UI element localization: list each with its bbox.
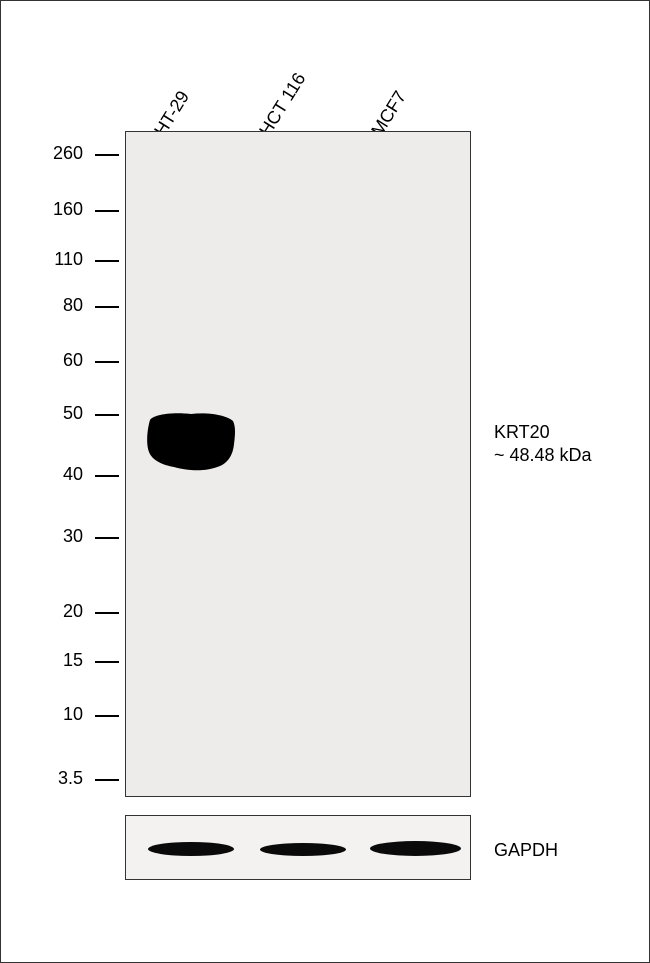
mw-tick-160 [95,210,119,212]
mw-tick-60 [95,361,119,363]
blot-gapdh [125,815,471,880]
mw-label-30: 30 [43,526,83,547]
mw-tick-30 [95,537,119,539]
gapdh-band-1 [147,841,235,857]
mw-label-10: 10 [43,704,83,725]
gapdh-label: GAPDH [494,839,558,862]
gapdh-band-2 [259,842,347,857]
mw-tick-15 [95,661,119,663]
mw-tick-20 [95,612,119,614]
mw-tick-80 [95,306,119,308]
mw-tick-260 [95,154,119,156]
blot-main [125,131,471,797]
mw-label-60: 60 [43,350,83,371]
mw-label-50: 50 [43,403,83,424]
krt20-label-line1: KRT20 [494,422,550,442]
krt20-target-label: KRT20 ~ 48.48 kDa [494,421,592,468]
mw-label-110: 110 [43,249,83,270]
mw-label-80: 80 [43,295,83,316]
mw-tick-110 [95,260,119,262]
figure-container: HT-29 HCT 116 MCF7 260 160 110 80 60 50 … [0,0,650,963]
mw-tick-40 [95,475,119,477]
krt20-band [144,412,238,474]
krt20-label-line2: ~ 48.48 kDa [494,445,592,465]
gapdh-band-3 [369,840,462,857]
mw-label-260: 260 [43,143,83,164]
mw-label-40: 40 [43,464,83,485]
mw-tick-3-5 [95,779,119,781]
mw-label-20: 20 [43,601,83,622]
mw-tick-50 [95,414,119,416]
lane-label-2: HCT 116 [255,69,310,140]
mw-tick-10 [95,715,119,717]
mw-label-160: 160 [43,199,83,220]
mw-label-3-5: 3.5 [43,768,83,789]
mw-label-15: 15 [43,650,83,671]
